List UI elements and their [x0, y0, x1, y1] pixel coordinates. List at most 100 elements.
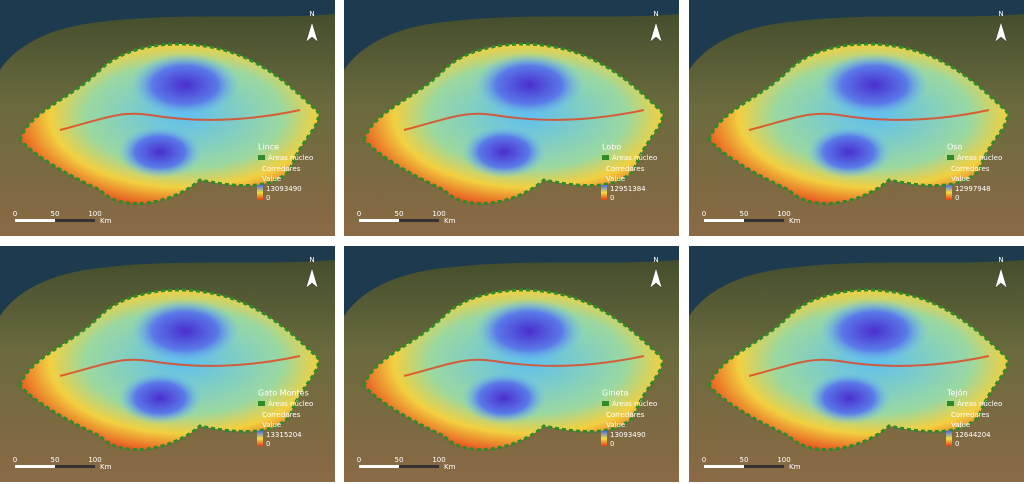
- value-max: 13093490: [266, 185, 302, 193]
- corridor: [59, 109, 301, 131]
- corridor: [403, 109, 645, 131]
- scale-unit: Km: [100, 463, 112, 471]
- core-area: [118, 126, 202, 178]
- core-swatch: [602, 401, 609, 406]
- sea: [0, 246, 335, 316]
- corridor: [59, 355, 301, 377]
- value-ramp: [257, 431, 263, 446]
- core-swatch: [258, 155, 265, 160]
- core-swatch: [258, 401, 265, 406]
- core-area: [118, 372, 202, 424]
- connectivity-surface: [362, 42, 664, 205]
- sea: [689, 246, 1024, 316]
- legend-core: Áreas núcleo: [957, 399, 1002, 408]
- value-max: 13093490: [610, 431, 646, 439]
- sea: [689, 0, 1024, 70]
- legend-corridors: Corredores: [262, 411, 301, 419]
- connectivity-surface: [18, 42, 320, 205]
- connectivity-surface: [18, 288, 320, 451]
- scale-tick: 100: [88, 210, 101, 218]
- core-area: [819, 53, 929, 117]
- scale-bar-segment: [744, 465, 784, 468]
- species-name: Gato Montés: [258, 388, 309, 398]
- north-label: N: [309, 256, 314, 264]
- core-swatch: [947, 401, 954, 406]
- north-label: N: [653, 256, 658, 264]
- species-name: Gineta: [602, 389, 629, 398]
- connectivity-surface: [707, 288, 1009, 451]
- connectivity-surface: [707, 42, 1009, 205]
- scale-tick: 0: [702, 456, 706, 464]
- scale-unit: Km: [444, 463, 456, 471]
- scale-tick: 100: [777, 456, 790, 464]
- north-arrow: [305, 267, 319, 289]
- north-arrow: [649, 21, 663, 43]
- scale-bar-segment: [744, 219, 784, 222]
- corridor: [403, 355, 645, 377]
- value-min: 0: [266, 440, 270, 448]
- core-swatch: [602, 155, 609, 160]
- north-label: N: [309, 10, 314, 18]
- legend-corridors: Corredores: [951, 411, 990, 419]
- sea: [344, 0, 679, 70]
- legend-corridors: Corredores: [951, 165, 990, 173]
- value-ramp: [601, 185, 607, 200]
- scale-tick: 50: [51, 210, 60, 218]
- legend-core: Áreas núcleo: [268, 153, 313, 162]
- core-area: [462, 372, 546, 424]
- legend-core: Áreas núcleo: [612, 153, 657, 162]
- species-name: Lobo: [602, 143, 621, 152]
- connectivity-surface: [362, 288, 664, 451]
- legend-corridors: Corredores: [606, 411, 645, 419]
- species-name: Oso: [947, 143, 962, 152]
- core-area: [474, 299, 584, 363]
- value-ramp: [946, 185, 952, 200]
- core-swatch: [947, 155, 954, 160]
- scale-unit: Km: [789, 463, 801, 471]
- value-min: 0: [610, 440, 614, 448]
- north-label: N: [653, 10, 658, 18]
- scale-tick: 0: [357, 210, 361, 218]
- species-name: Tejón: [946, 388, 968, 398]
- value-ramp: [601, 431, 607, 446]
- legend-corridors: Corredores: [606, 165, 645, 173]
- value-min: 0: [610, 194, 614, 202]
- core-area: [462, 126, 546, 178]
- core-area: [130, 299, 240, 363]
- species-name: Lince: [258, 143, 279, 152]
- scale-bar-segment: [55, 219, 95, 222]
- core-area: [474, 53, 584, 117]
- legend-value: Value: [262, 421, 281, 429]
- sea: [0, 0, 335, 70]
- scale-tick: 0: [13, 210, 17, 218]
- north-arrow: [994, 21, 1008, 43]
- legend-value: Value: [606, 421, 625, 429]
- legend-value: Value: [606, 175, 625, 183]
- scale-tick: 50: [740, 210, 749, 218]
- scale-tick: 0: [357, 456, 361, 464]
- scale-tick: 100: [432, 456, 445, 464]
- legend-value: Value: [951, 175, 970, 183]
- legend-core: Áreas núcleo: [268, 399, 313, 408]
- scale-tick: 0: [702, 210, 706, 218]
- corridor: [748, 109, 990, 131]
- scale-unit: Km: [444, 217, 456, 225]
- scale-tick: 0: [13, 456, 17, 464]
- legend-value: Value: [951, 421, 970, 429]
- scale-bar-segment: [55, 465, 95, 468]
- corridor: [748, 355, 990, 377]
- scale-unit: Km: [100, 217, 112, 225]
- north-arrow: [994, 267, 1008, 289]
- value-max: 13315204: [266, 431, 302, 439]
- core-area: [819, 299, 929, 363]
- legend-value: Value: [262, 175, 281, 183]
- legend-corridors: Corredores: [262, 165, 301, 173]
- north-arrow: [649, 267, 663, 289]
